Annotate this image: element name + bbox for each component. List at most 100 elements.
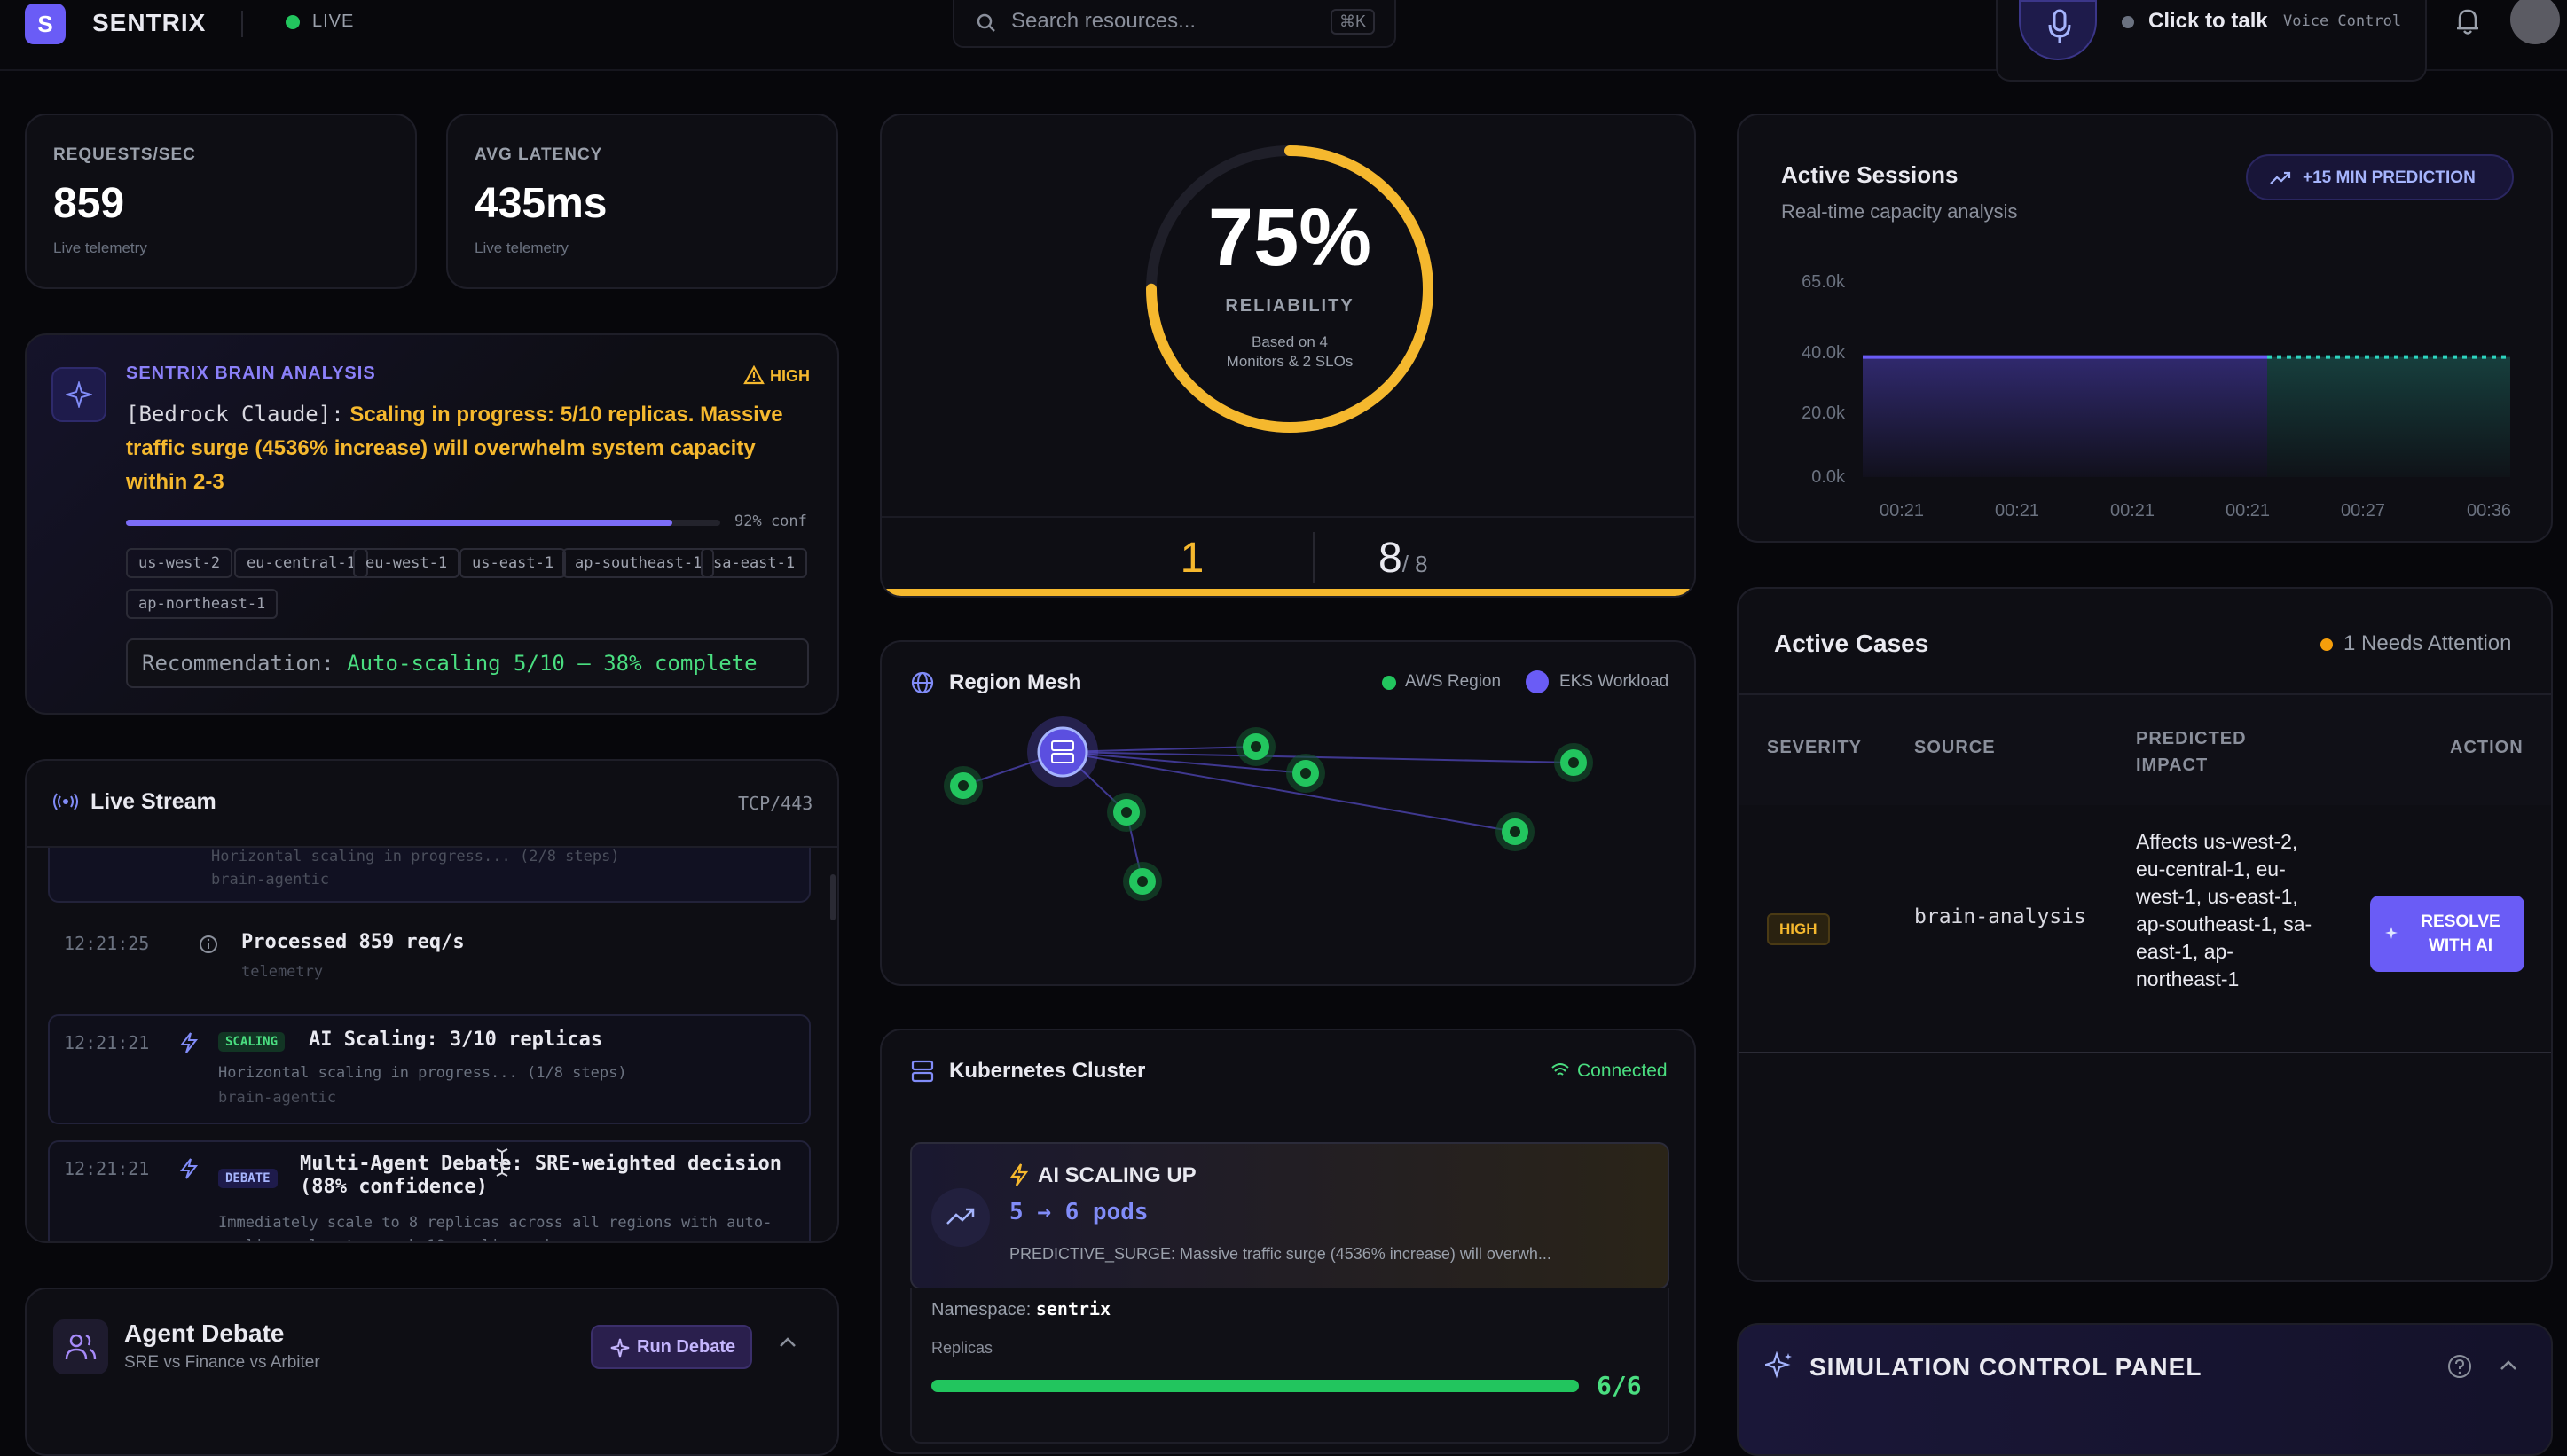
bell-icon[interactable] — [2455, 7, 2480, 35]
voice-control-label: Voice Control — [2283, 12, 2402, 30]
debate-tag: DEBATE — [218, 1169, 278, 1188]
active-cases-card: Active Cases 1 Needs Attention SEVERITY … — [1737, 587, 2553, 1282]
passing-count-total: / 8 — [1401, 551, 1428, 577]
eks-workload-node[interactable] — [1037, 726, 1088, 778]
aws-region-nodes[interactable] — [944, 727, 1593, 901]
stream-item[interactable]: 12:21:21 DEBATE Multi-Agent Debate: SRE-… — [48, 1140, 811, 1241]
confidence-track — [126, 520, 720, 526]
passing-count-value: 8 — [1378, 535, 1402, 582]
stream-scrollbar[interactable] — [830, 874, 836, 920]
latency-card: AVG LATENCY 435ms Live telemetry — [446, 114, 838, 289]
warning-icon — [743, 365, 765, 385]
stream-item-detail: Horizontal scaling in progress... (2/8 s… — [211, 848, 620, 865]
kubernetes-title: Kubernetes Cluster — [949, 1059, 1146, 1083]
stream-item[interactable]: 12:21:21 SCALING AI Scaling: 3/10 replic… — [48, 1014, 811, 1124]
scaling-event[interactable]: AI SCALING UP 5 → 6 pods PREDICTIVE_SURG… — [910, 1142, 1669, 1289]
click-to-talk-label[interactable]: Click to talk — [2148, 9, 2268, 33]
resolve-with-ai-button[interactable]: RESOLVE WITH AI — [2370, 896, 2524, 972]
region-chip[interactable]: us-west-2 — [126, 548, 233, 578]
region-chip[interactable]: sa-east-1 — [701, 548, 808, 578]
cases-table-header: SEVERITY SOURCE PREDICTED IMPACT ACTION — [1739, 695, 2551, 805]
aws-legend-label: AWS Region — [1405, 672, 1502, 691]
namespace-value: sentrix — [1035, 1298, 1111, 1319]
x-tick-label: 00:21 — [1995, 501, 2039, 521]
search-input[interactable]: Search resources... — [1011, 9, 1197, 33]
region-chip[interactable]: us-east-1 — [459, 548, 567, 578]
pod-details: Namespace: sentrix Replicas 6/6 — [910, 1288, 1669, 1444]
sessions-subtitle: Real-time capacity analysis — [1781, 200, 2018, 223]
confidence-label: 92% conf — [734, 513, 807, 530]
live-status: LIVE — [312, 12, 355, 31]
confidence-fill — [126, 520, 673, 526]
x-tick-label: 00:27 — [2341, 501, 2385, 521]
region-chip[interactable]: eu-west-1 — [353, 548, 460, 578]
prediction-label: +15 MIN PREDICTION — [2303, 168, 2476, 187]
stream-item-time: 12:21:21 — [64, 1032, 150, 1053]
latency-value: 435ms — [475, 180, 608, 227]
search-bar[interactable]: Search resources... ⌘K — [953, 0, 1396, 48]
search-icon — [977, 13, 995, 32]
stream-item-detail: Horizontal scaling in progress... (1/8 s… — [218, 1064, 627, 1082]
y-tick-label: 20.0k — [1802, 403, 1846, 423]
region-chip[interactable]: ap-northeast-1 — [126, 589, 279, 619]
region-chip[interactable]: eu-central-1 — [234, 548, 368, 578]
mesh-graph — [944, 716, 1593, 901]
live-stream-protocol: TCP/443 — [738, 793, 813, 814]
run-debate-button[interactable]: Run Debate — [591, 1325, 752, 1369]
help-icon[interactable] — [2446, 1353, 2473, 1380]
debate-icon-box — [53, 1319, 108, 1374]
chevron-up-icon[interactable] — [777, 1335, 798, 1350]
region-mesh-title: Region Mesh — [949, 670, 1082, 694]
chevron-up-icon[interactable] — [2498, 1358, 2519, 1373]
info-icon — [200, 935, 217, 953]
reliability-label: RELIABILITY — [1225, 296, 1354, 316]
attention-label: 1 Needs Attention — [2343, 631, 2512, 655]
voice-status-dot — [2122, 16, 2134, 28]
live-status-dot — [286, 15, 300, 29]
requests-sub: Live telemetry — [53, 239, 147, 256]
app-logo[interactable]: S — [25, 4, 66, 44]
run-debate-label: Run Debate — [637, 1337, 736, 1357]
sessions-title: Active Sessions — [1781, 161, 1959, 188]
sparkles-icon — [1765, 1351, 1792, 1379]
divider — [1739, 693, 2551, 695]
brain-icon-box — [51, 367, 106, 422]
y-tick-label: 0.0k — [1811, 467, 1846, 487]
stream-item[interactable]: 12:21:25 Processed 859 req/s telemetry — [48, 917, 811, 997]
case-row[interactable]: HIGH brain-analysis Affects us-west-2, e… — [1739, 805, 2551, 1053]
user-avatar[interactable] — [2510, 0, 2560, 44]
stream-item-source: brain-agentic — [211, 871, 330, 888]
server-icon — [911, 1060, 934, 1083]
namespace-label: Namespace: — [931, 1300, 1032, 1319]
microphone-icon — [2048, 9, 2071, 43]
cases-title: Active Cases — [1774, 630, 1929, 657]
trending-up-icon — [2270, 171, 2291, 184]
connection-status: Connected — [1577, 1061, 1668, 1081]
globe-icon — [911, 671, 934, 694]
divider — [882, 516, 1694, 518]
stream-item[interactable]: Horizontal scaling in progress... (2/8 s… — [48, 848, 811, 903]
region-chip[interactable]: ap-southeast-1 — [562, 548, 715, 578]
requests-card: REQUESTS/SEC 859 Live telemetry — [25, 114, 417, 289]
eks-legend-icon — [1526, 670, 1549, 693]
resolve-label: RESOLVE WITH AI — [2421, 912, 2500, 955]
voice-control[interactable]: Click to talk Voice Control — [1996, 0, 2427, 82]
scaling-event-title: AI SCALING UP — [1038, 1163, 1197, 1187]
x-tick-label: 00:21 — [2110, 501, 2155, 521]
replicas-value: 6/6 — [1597, 1371, 1642, 1400]
brain-title: SENTRIX BRAIN ANALYSIS — [126, 364, 376, 383]
top-bar: S SENTRIX LIVE Search resources... ⌘K Cl… — [0, 0, 2567, 82]
users-icon — [65, 1334, 97, 1360]
brain-message: [Bedrock Claude]: Scaling in progress: 5… — [126, 397, 809, 499]
debate-subtitle: SRE vs Finance vs Arbiter — [124, 1353, 320, 1372]
stream-item-title: AI Scaling: 3/10 replicas — [309, 1029, 603, 1051]
debate-title: Agent Debate — [124, 1319, 285, 1347]
mic-button[interactable] — [2019, 0, 2097, 60]
failing-count: 1 — [1180, 535, 1205, 582]
column-header-impact: PREDICTED IMPACT — [2136, 729, 2247, 775]
divider — [27, 846, 837, 848]
simulation-panel[interactable]: SIMULATION CONTROL PANEL — [1737, 1323, 2553, 1456]
brain-message-text: Scaling in progress: 5/10 replicas. Mass… — [126, 403, 783, 494]
text-cursor-icon — [496, 1148, 508, 1177]
prediction-button[interactable]: +15 MIN PREDICTION — [2246, 154, 2514, 200]
